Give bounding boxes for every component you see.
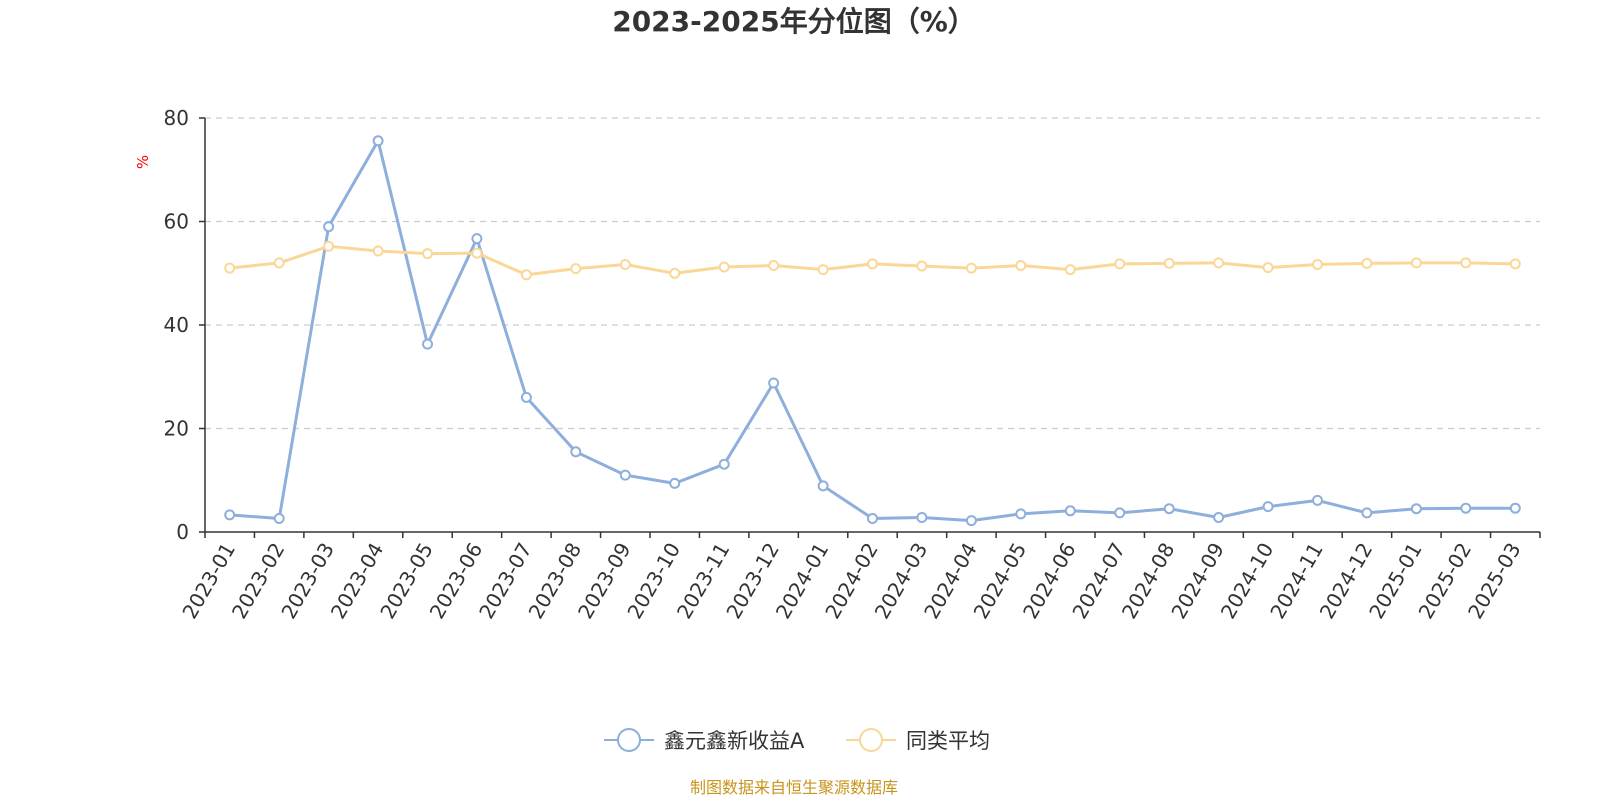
data-point-series-2-2023-02[interactable] [273,257,285,269]
data-point-series-1-2023-06[interactable] [471,233,483,245]
data-point-series-1-2023-01[interactable] [224,509,236,521]
legend: 鑫元鑫新收益A 同类平均 [604,728,990,753]
data-point-series-1-2023-07[interactable] [520,391,532,403]
data-point-series-2-2024-09[interactable] [1213,257,1225,269]
data-point-series-1-2023-05[interactable] [422,338,433,350]
data-point-series-1-2024-09[interactable] [1213,512,1225,523]
y-tick-label-20: 20 [164,417,189,441]
data-point-series-1-2024-01[interactable] [817,480,829,492]
data-point-series-1-2024-12[interactable] [1361,507,1373,519]
series-line-1 [228,139,1517,523]
data-point-series-2-2025-01[interactable] [1410,257,1422,269]
data-point-series-2-2024-11[interactable] [1312,259,1323,270]
data-point-series-2-2024-06[interactable] [1064,264,1076,276]
data-point-series-1-2023-09[interactable] [619,469,631,481]
data-point-series-1-2025-03[interactable] [1509,502,1521,514]
data-point-series-2-2023-05[interactable] [422,248,433,260]
data-point-series-2-2023-08[interactable] [570,263,582,275]
y-tick-label-0: 0 [176,520,189,544]
legend-label-series-1: 鑫元鑫新收益A [664,729,805,753]
data-point-series-1-2023-12[interactable] [768,377,780,389]
data-point-series-2-2023-12[interactable] [768,260,780,271]
data-point-series-2-2023-03[interactable] [323,240,335,252]
data-point-series-2-2024-10[interactable] [1262,262,1274,274]
y-tick-label-40: 40 [164,313,189,337]
data-point-series-1-2024-05[interactable] [1015,508,1027,520]
data-point-series-2-2024-01[interactable] [817,264,829,276]
data-point-series-2-2023-04[interactable] [372,245,384,257]
data-point-series-1-2024-07[interactable] [1114,507,1126,519]
data-point-series-1-2025-01[interactable] [1410,503,1422,515]
data-point-series-2-2024-05[interactable] [1015,260,1027,271]
data-point-series-1-2023-03[interactable] [323,221,335,233]
legend-marker-series-2 [859,728,883,752]
data-point-series-2-2023-01[interactable] [224,262,236,274]
series-points [224,135,1521,527]
data-point-series-2-2024-02[interactable] [867,258,878,270]
grid-lines [205,117,1540,430]
data-point-series-1-2023-04[interactable] [372,135,384,147]
y-tick-label-60: 60 [164,210,189,234]
legend-label-series-2: 同类平均 [906,729,990,753]
y-axis-unit-label: % [134,155,152,169]
data-point-series-2-2025-02[interactable] [1460,257,1472,269]
data-point-series-1-2024-04[interactable] [965,515,977,527]
legend-item-series-1[interactable]: 鑫元鑫新收益A [604,728,805,753]
data-point-series-2-2024-12[interactable] [1361,257,1373,269]
data-point-series-1-2024-06[interactable] [1064,505,1076,517]
data-point-series-2-2024-03[interactable] [916,260,928,272]
y-tick-label-80: 80 [164,106,189,130]
x-axis-ticks: 2023-012023-022023-032023-042023-052023-… [177,532,1541,623]
data-point-series-1-2023-08[interactable] [570,446,582,458]
data-point-series-1-2023-11[interactable] [718,458,730,470]
data-point-series-1-2024-10[interactable] [1262,501,1274,513]
data-point-series-2-2025-03[interactable] [1509,258,1521,270]
data-point-series-1-2023-10[interactable] [669,477,681,489]
data-point-series-2-2023-10[interactable] [669,267,681,279]
series-lines [228,139,1517,523]
data-point-series-2-2023-11[interactable] [718,261,730,273]
chart-title: 2023-2025年分位图（%） [612,5,976,38]
data-point-series-1-2025-02[interactable] [1460,502,1472,514]
legend-marker-series-1 [617,728,641,752]
data-point-series-1-2024-03[interactable] [916,512,928,523]
data-point-series-2-2023-06[interactable] [471,247,483,259]
data-point-series-2-2024-07[interactable] [1114,258,1126,270]
data-point-series-2-2024-08[interactable] [1163,257,1175,269]
data-point-series-1-2024-11[interactable] [1312,494,1323,506]
legend-item-series-2[interactable]: 同类平均 [846,728,990,753]
data-point-series-1-2024-02[interactable] [867,513,878,524]
data-point-series-1-2023-02[interactable] [273,513,285,524]
data-point-series-2-2024-04[interactable] [965,262,977,274]
y-axis-ticks: 0 20 40 60 80 [164,106,205,544]
data-point-series-1-2024-08[interactable] [1163,503,1175,515]
data-source-note: 制图数据来自恒生聚源数据库 [690,778,898,797]
data-point-series-2-2023-07[interactable] [520,269,532,281]
data-point-series-2-2023-09[interactable] [619,259,631,270]
